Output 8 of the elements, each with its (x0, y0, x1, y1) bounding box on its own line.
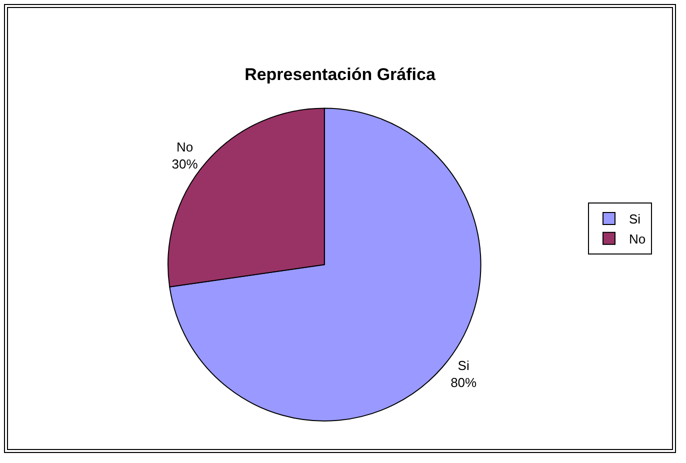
data-label: 30% (172, 156, 198, 172)
chart-title: Representación Gráfica (244, 65, 436, 84)
slice-label: Si (458, 358, 470, 373)
data-label: 80% (450, 374, 478, 390)
pie-slice (169, 108, 482, 422)
legend-label: No (629, 231, 646, 246)
slice-label: No (176, 139, 194, 154)
legend-label: Si (629, 212, 641, 227)
